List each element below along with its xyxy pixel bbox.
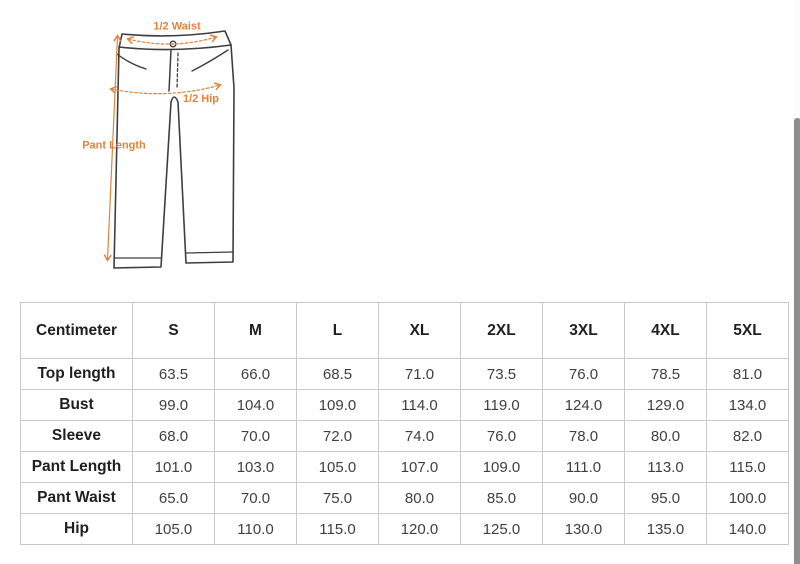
unit-header-cell: Centimeter — [20, 302, 133, 359]
pants-diagram-svg: 1/2 Waist 1/2 Hip Pant Length — [82, 21, 235, 269]
measurement-value: 113.0 — [624, 451, 707, 483]
measurement-value: 63.5 — [132, 358, 215, 390]
measurement-value: 76.0 — [460, 420, 543, 452]
measurement-value: 115.0 — [296, 513, 379, 545]
measurement-value: 70.0 — [214, 482, 297, 514]
measurement-annotations — [103, 34, 222, 262]
table-row-bust: Bust 99.0 104.0 109.0 114.0 119.0 124.0 … — [20, 389, 789, 421]
size-column-header-3xl: 3XL — [542, 302, 625, 359]
measurement-value: 130.0 — [542, 513, 625, 545]
fly-dashed-line — [176, 52, 179, 90]
size-column-header-5xl: 5XL — [706, 302, 789, 359]
measurement-label: Hip — [20, 513, 133, 545]
pant-length-label: Pant Length — [82, 140, 146, 152]
measurement-label: Pant Length — [20, 451, 133, 483]
size-column-header-s: S — [132, 302, 215, 359]
measurement-value: 68.0 — [132, 420, 215, 452]
measurement-value: 90.0 — [542, 482, 625, 514]
measurement-value: 103.0 — [214, 451, 297, 483]
table-row-hip: Hip 105.0 110.0 115.0 120.0 125.0 130.0 … — [20, 513, 789, 545]
measurement-value: 107.0 — [378, 451, 461, 483]
measurement-value: 74.0 — [378, 420, 461, 452]
measurement-value: 99.0 — [132, 389, 215, 421]
size-column-header-l: L — [296, 302, 379, 359]
measurement-value: 95.0 — [624, 482, 707, 514]
measurement-value: 109.0 — [460, 451, 543, 483]
measurement-value: 135.0 — [624, 513, 707, 545]
measurement-value: 80.0 — [378, 482, 461, 514]
measurement-value: 101.0 — [132, 451, 215, 483]
measurement-label: Top length — [20, 358, 133, 390]
measurement-value: 66.0 — [214, 358, 297, 390]
measurement-value: 71.0 — [378, 358, 461, 390]
measurement-value: 124.0 — [542, 389, 625, 421]
table-row-pant-length: Pant Length 101.0 103.0 105.0 107.0 109.… — [20, 451, 789, 483]
size-column-header-2xl: 2XL — [460, 302, 543, 359]
measurement-value: 81.0 — [706, 358, 789, 390]
hip-arrow — [109, 82, 222, 95]
scrollbar-track[interactable] — [793, 0, 800, 564]
scrollbar-thumb[interactable] — [793, 118, 800, 564]
waistband-line — [118, 44, 232, 51]
measurement-value: 125.0 — [460, 513, 543, 545]
measurement-label: Pant Waist — [20, 482, 133, 514]
measurement-value: 70.0 — [214, 420, 297, 452]
measurement-value: 111.0 — [542, 451, 625, 483]
size-chart-table: Centimeter S M L XL 2XL 3XL 4XL 5XL Top … — [20, 302, 789, 545]
table-row-top-length: Top length 63.5 66.0 68.5 71.0 73.5 76.0… — [20, 358, 789, 390]
measurement-value: 78.0 — [542, 420, 625, 452]
measurement-value: 134.0 — [706, 389, 789, 421]
right-pocket-curve — [191, 49, 229, 72]
measurement-value: 119.0 — [460, 389, 543, 421]
measurement-value: 105.0 — [296, 451, 379, 483]
measurement-value: 114.0 — [378, 389, 461, 421]
measurement-value: 73.5 — [460, 358, 543, 390]
measurement-value: 100.0 — [706, 482, 789, 514]
measurement-value: 104.0 — [214, 389, 297, 421]
measurement-value: 82.0 — [706, 420, 789, 452]
measurement-value: 75.0 — [296, 482, 379, 514]
measurement-value: 80.0 — [624, 420, 707, 452]
measurement-value: 115.0 — [706, 451, 789, 483]
measurement-label: Bust — [20, 389, 133, 421]
waist-label: 1/2 Waist — [153, 21, 201, 33]
measurement-value: 76.0 — [542, 358, 625, 390]
measurement-value: 140.0 — [706, 513, 789, 545]
table-header-row: Centimeter S M L XL 2XL 3XL 4XL 5XL — [20, 302, 789, 359]
measurement-value: 120.0 — [378, 513, 461, 545]
table-row-pant-waist: Pant Waist 65.0 70.0 75.0 80.0 85.0 90.0… — [20, 482, 789, 514]
measurement-label: Sleeve — [20, 420, 133, 452]
pant-length-arrow — [103, 34, 122, 262]
size-column-header-4xl: 4XL — [624, 302, 707, 359]
measurement-value: 68.5 — [296, 358, 379, 390]
pants-size-diagram: 1/2 Waist 1/2 Hip Pant Length — [0, 0, 330, 296]
hip-label: 1/2 Hip — [183, 93, 219, 105]
table-row-sleeve: Sleeve 68.0 70.0 72.0 74.0 76.0 78.0 80.… — [20, 420, 789, 452]
measurement-value: 65.0 — [132, 482, 215, 514]
measurement-value: 129.0 — [624, 389, 707, 421]
measurement-value: 105.0 — [132, 513, 215, 545]
measurement-value: 85.0 — [460, 482, 543, 514]
measurement-value: 109.0 — [296, 389, 379, 421]
measurement-value: 110.0 — [214, 513, 297, 545]
measurement-value: 72.0 — [296, 420, 379, 452]
size-column-header-xl: XL — [378, 302, 461, 359]
measurement-value: 78.5 — [624, 358, 707, 390]
waist-arrow — [126, 34, 218, 45]
size-column-header-m: M — [214, 302, 297, 359]
right-cuff-line — [185, 251, 234, 254]
